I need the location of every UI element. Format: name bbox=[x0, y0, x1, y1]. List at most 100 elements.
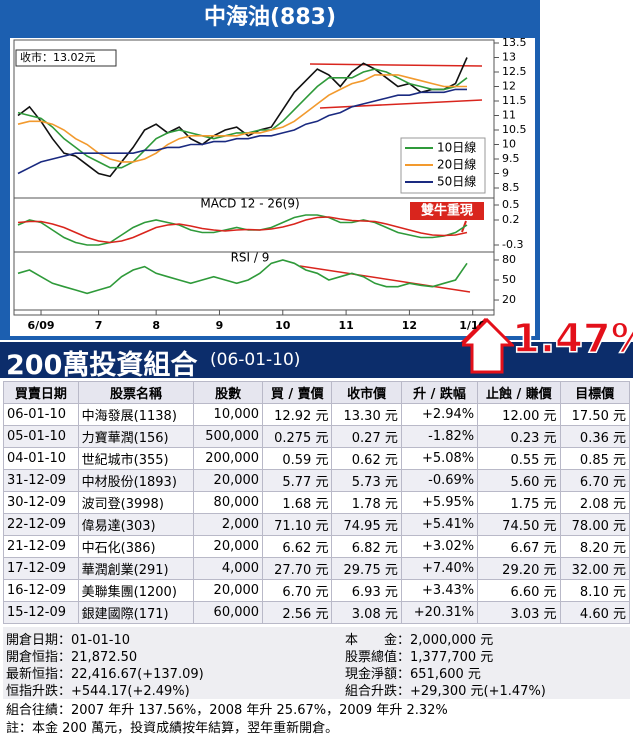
table-cell: 500,000 bbox=[193, 425, 264, 448]
table-cell: 世紀城市(355) bbox=[77, 447, 195, 470]
column-header: 股數 bbox=[193, 381, 264, 404]
table-cell: 10,000 bbox=[193, 403, 264, 426]
note: 註：本金 200 萬元，投資成績按年結算，翌年重新開倉。 bbox=[6, 721, 339, 736]
column-header: 買 / 賣價 bbox=[262, 381, 333, 404]
column-header: 股票名稱 bbox=[77, 381, 195, 404]
legend-label: 20日線 bbox=[437, 157, 476, 172]
summary-value: +29,300 元(+1.47%) bbox=[410, 684, 546, 699]
table-cell: 5.60 元 bbox=[477, 469, 561, 492]
column-header: 收市價 bbox=[331, 381, 402, 404]
annotation-box bbox=[410, 202, 484, 220]
note: 組合往績：2007 年升 137.56%，2008 年升 25.67%，2009… bbox=[6, 703, 448, 718]
portfolio-date: (06-01-10) bbox=[210, 350, 301, 370]
y-tick-label: 11.5 bbox=[502, 94, 527, 107]
table-cell: 8.10 元 bbox=[559, 579, 631, 602]
summary-row: 現金淨額：651,600 元 bbox=[345, 663, 481, 682]
table-row: 05-01-10 力寶華潤(156) 500,000 0.275 元 0.27 元 -1.… bbox=[3, 425, 631, 448]
table-cell: 12.92 元 bbox=[262, 403, 333, 426]
table-cell: 78.00 元 bbox=[559, 513, 631, 536]
macd-annotation: 雙牛重現 bbox=[421, 203, 473, 219]
table-cell: 15-12-09 bbox=[3, 601, 79, 624]
portfolio-change: 1.47% bbox=[511, 315, 633, 363]
table-cell: 0.275 元 bbox=[262, 425, 333, 448]
y-tick-label: 9.5 bbox=[502, 152, 520, 165]
table-cell: 20,000 bbox=[193, 469, 264, 492]
table-cell: 6.93 元 bbox=[331, 579, 402, 602]
summary-value: +544.17(+2.49%) bbox=[71, 684, 190, 699]
summary-label: 開倉恒指： bbox=[6, 650, 72, 665]
table-cell: 74.50 元 bbox=[477, 513, 561, 536]
y-tick-label: 8.5 bbox=[502, 181, 520, 194]
close-label: 收市：13.02元 bbox=[20, 50, 96, 64]
table-cell: 波司登(3998) bbox=[77, 491, 195, 514]
table-cell: 27.70 元 bbox=[262, 557, 333, 580]
trend-line bbox=[299, 265, 471, 293]
summary-value: 21,872.50 bbox=[71, 650, 138, 665]
x-tick-label: 7 bbox=[95, 319, 103, 332]
trend-line bbox=[309, 63, 483, 67]
table-cell: 12.00 元 bbox=[477, 403, 561, 426]
table-cell: 29.20 元 bbox=[477, 557, 561, 580]
table-row: 31-12-09 中材股份(1893) 20,000 5.77 元 5.73 元 -0.6… bbox=[3, 469, 631, 492]
y-tick-label: 9 bbox=[502, 167, 509, 180]
legend-label: 50日線 bbox=[437, 174, 476, 189]
table-cell: +20.31% bbox=[400, 601, 479, 624]
table-cell: 1.75 元 bbox=[477, 491, 561, 514]
table-cell: 中石化(386) bbox=[77, 535, 195, 558]
table-cell: 04-01-10 bbox=[3, 447, 79, 470]
summary-row: 恒指升跌：+544.17(+2.49%) bbox=[6, 680, 190, 699]
table-cell: 6.82 元 bbox=[331, 535, 402, 558]
table-cell: 0.23 元 bbox=[477, 425, 561, 448]
table-cell: 60,000 bbox=[193, 601, 264, 624]
portfolio-band: 200萬投資組合 (06-01-10) bbox=[0, 342, 633, 381]
table-cell: 06-01-10 bbox=[3, 403, 79, 426]
y-tick-label: 0.2 bbox=[502, 213, 520, 226]
table-cell: -1.82% bbox=[400, 425, 479, 448]
summary-label: 本 金： bbox=[345, 633, 411, 648]
table-cell: 2,000 bbox=[193, 513, 264, 536]
table-cell: 22-12-09 bbox=[3, 513, 79, 536]
plot-frame bbox=[13, 39, 495, 316]
table-cell: 中海發展(1138) bbox=[77, 403, 195, 426]
y-tick-label: 11 bbox=[502, 109, 516, 122]
x-tick-label: 9 bbox=[216, 319, 224, 332]
y-tick-label: 10.5 bbox=[502, 123, 527, 136]
table-cell: 16-12-09 bbox=[3, 579, 79, 602]
table-cell: 0.85 元 bbox=[559, 447, 631, 470]
table-cell: 偉易達(303) bbox=[77, 513, 195, 536]
macd-title: MACD 12 - 26(9) bbox=[200, 197, 299, 211]
summary-label: 開倉日期： bbox=[6, 633, 72, 648]
table-cell: 20,000 bbox=[193, 535, 264, 558]
y-tick-label: 10 bbox=[502, 138, 516, 151]
table-cell: +7.40% bbox=[400, 557, 479, 580]
table-cell: 0.27 元 bbox=[331, 425, 402, 448]
y-tick-label: 13.5 bbox=[502, 36, 527, 49]
table-cell: 1.68 元 bbox=[262, 491, 333, 514]
table-cell: +5.08% bbox=[400, 447, 479, 470]
y-tick-label: 0.5 bbox=[502, 198, 520, 211]
portfolio-title: 200萬投資組合 bbox=[6, 350, 198, 381]
summary-row: 最新恒指：22,416.67(+137.09) bbox=[6, 663, 204, 682]
table-cell: +3.43% bbox=[400, 579, 479, 602]
y-tick-label: 12 bbox=[502, 80, 516, 93]
table-row: 30-12-09 波司登(3998) 80,000 1.68 元 1.78 元 +5.95… bbox=[3, 491, 631, 514]
table-cell: 2.56 元 bbox=[262, 601, 333, 624]
table-cell: 74.95 元 bbox=[331, 513, 402, 536]
table-cell: +2.94% bbox=[400, 403, 479, 426]
summary-value: 1,377,700 元 bbox=[410, 650, 494, 665]
table-cell: 0.62 元 bbox=[331, 447, 402, 470]
table-cell: 71.10 元 bbox=[262, 513, 333, 536]
up-arrow bbox=[462, 318, 514, 374]
arrow-overlay bbox=[462, 318, 514, 374]
legend-label: 10日線 bbox=[437, 140, 476, 155]
table-cell: 0.55 元 bbox=[477, 447, 561, 470]
table-cell: +5.95% bbox=[400, 491, 479, 514]
holdings-table: 買賣日期 股票名稱 股數買 / 賣價 收市價升 / 跌幅 止蝕 / 賺價 目標價 06-01… bbox=[3, 381, 631, 624]
table-cell: -0.69% bbox=[400, 469, 479, 492]
x-tick-label: 12 bbox=[402, 319, 417, 332]
table-cell: 4.60 元 bbox=[559, 601, 631, 624]
column-header: 升 / 跌幅 bbox=[400, 381, 479, 404]
table-cell: 17.50 元 bbox=[559, 403, 631, 426]
table-cell: 31-12-09 bbox=[3, 469, 79, 492]
table-row: 17-12-09 華潤創業(291) 4,000 27.70 元 29.75 元 +7.4… bbox=[3, 557, 631, 580]
